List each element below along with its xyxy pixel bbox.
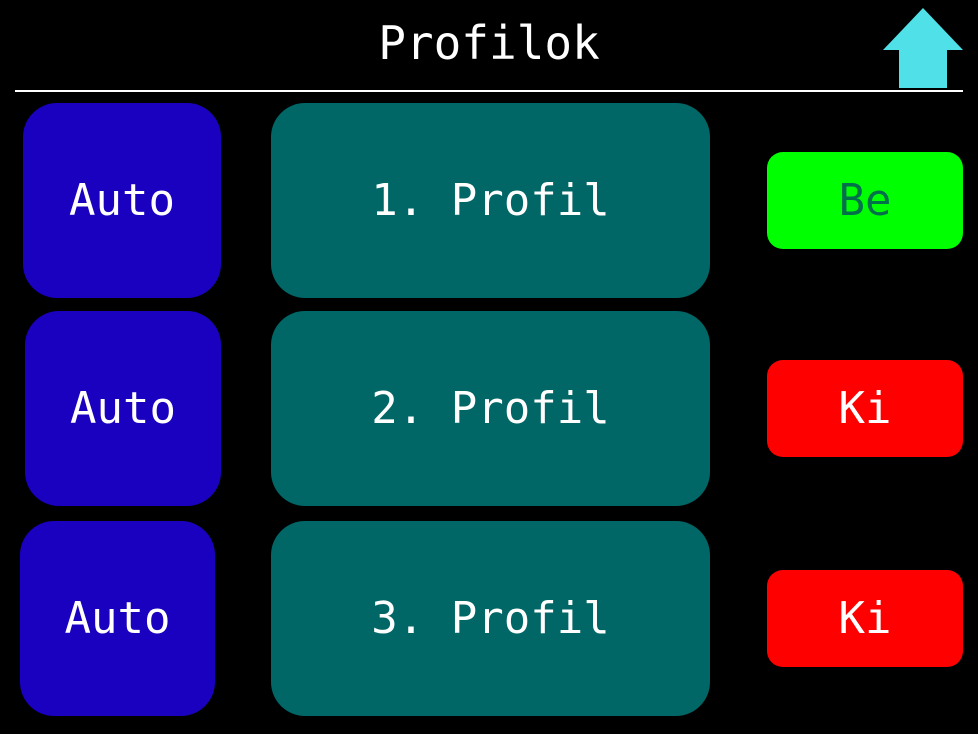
profile-button-2[interactable]: 2. Profil <box>271 311 710 506</box>
auto-button-label: Auto <box>69 175 175 226</box>
auto-button-3[interactable]: Auto <box>20 521 215 716</box>
state-toggle-label: Be <box>838 175 892 226</box>
home-button[interactable] <box>882 7 964 89</box>
state-toggle-label: Ki <box>838 383 892 434</box>
auto-button-label: Auto <box>70 383 176 434</box>
header-divider <box>15 90 963 92</box>
profile-button-label: 3. Profil <box>371 593 610 644</box>
auto-button-label: Auto <box>64 593 171 644</box>
state-toggle-3[interactable]: Ki <box>767 570 963 667</box>
state-toggle-2[interactable]: Ki <box>767 360 963 457</box>
auto-button-1[interactable]: Auto <box>23 103 221 298</box>
page-title: Profilok <box>378 16 600 70</box>
profile-button-label: 1. Profil <box>371 175 610 226</box>
state-toggle-1[interactable]: Be <box>767 152 963 249</box>
up-arrow-icon <box>883 8 963 88</box>
auto-button-2[interactable]: Auto <box>25 311 221 506</box>
state-toggle-label: Ki <box>838 593 892 644</box>
profile-button-1[interactable]: 1. Profil <box>271 103 710 298</box>
profile-button-label: 2. Profil <box>371 383 610 434</box>
profile-button-3[interactable]: 3. Profil <box>271 521 710 716</box>
